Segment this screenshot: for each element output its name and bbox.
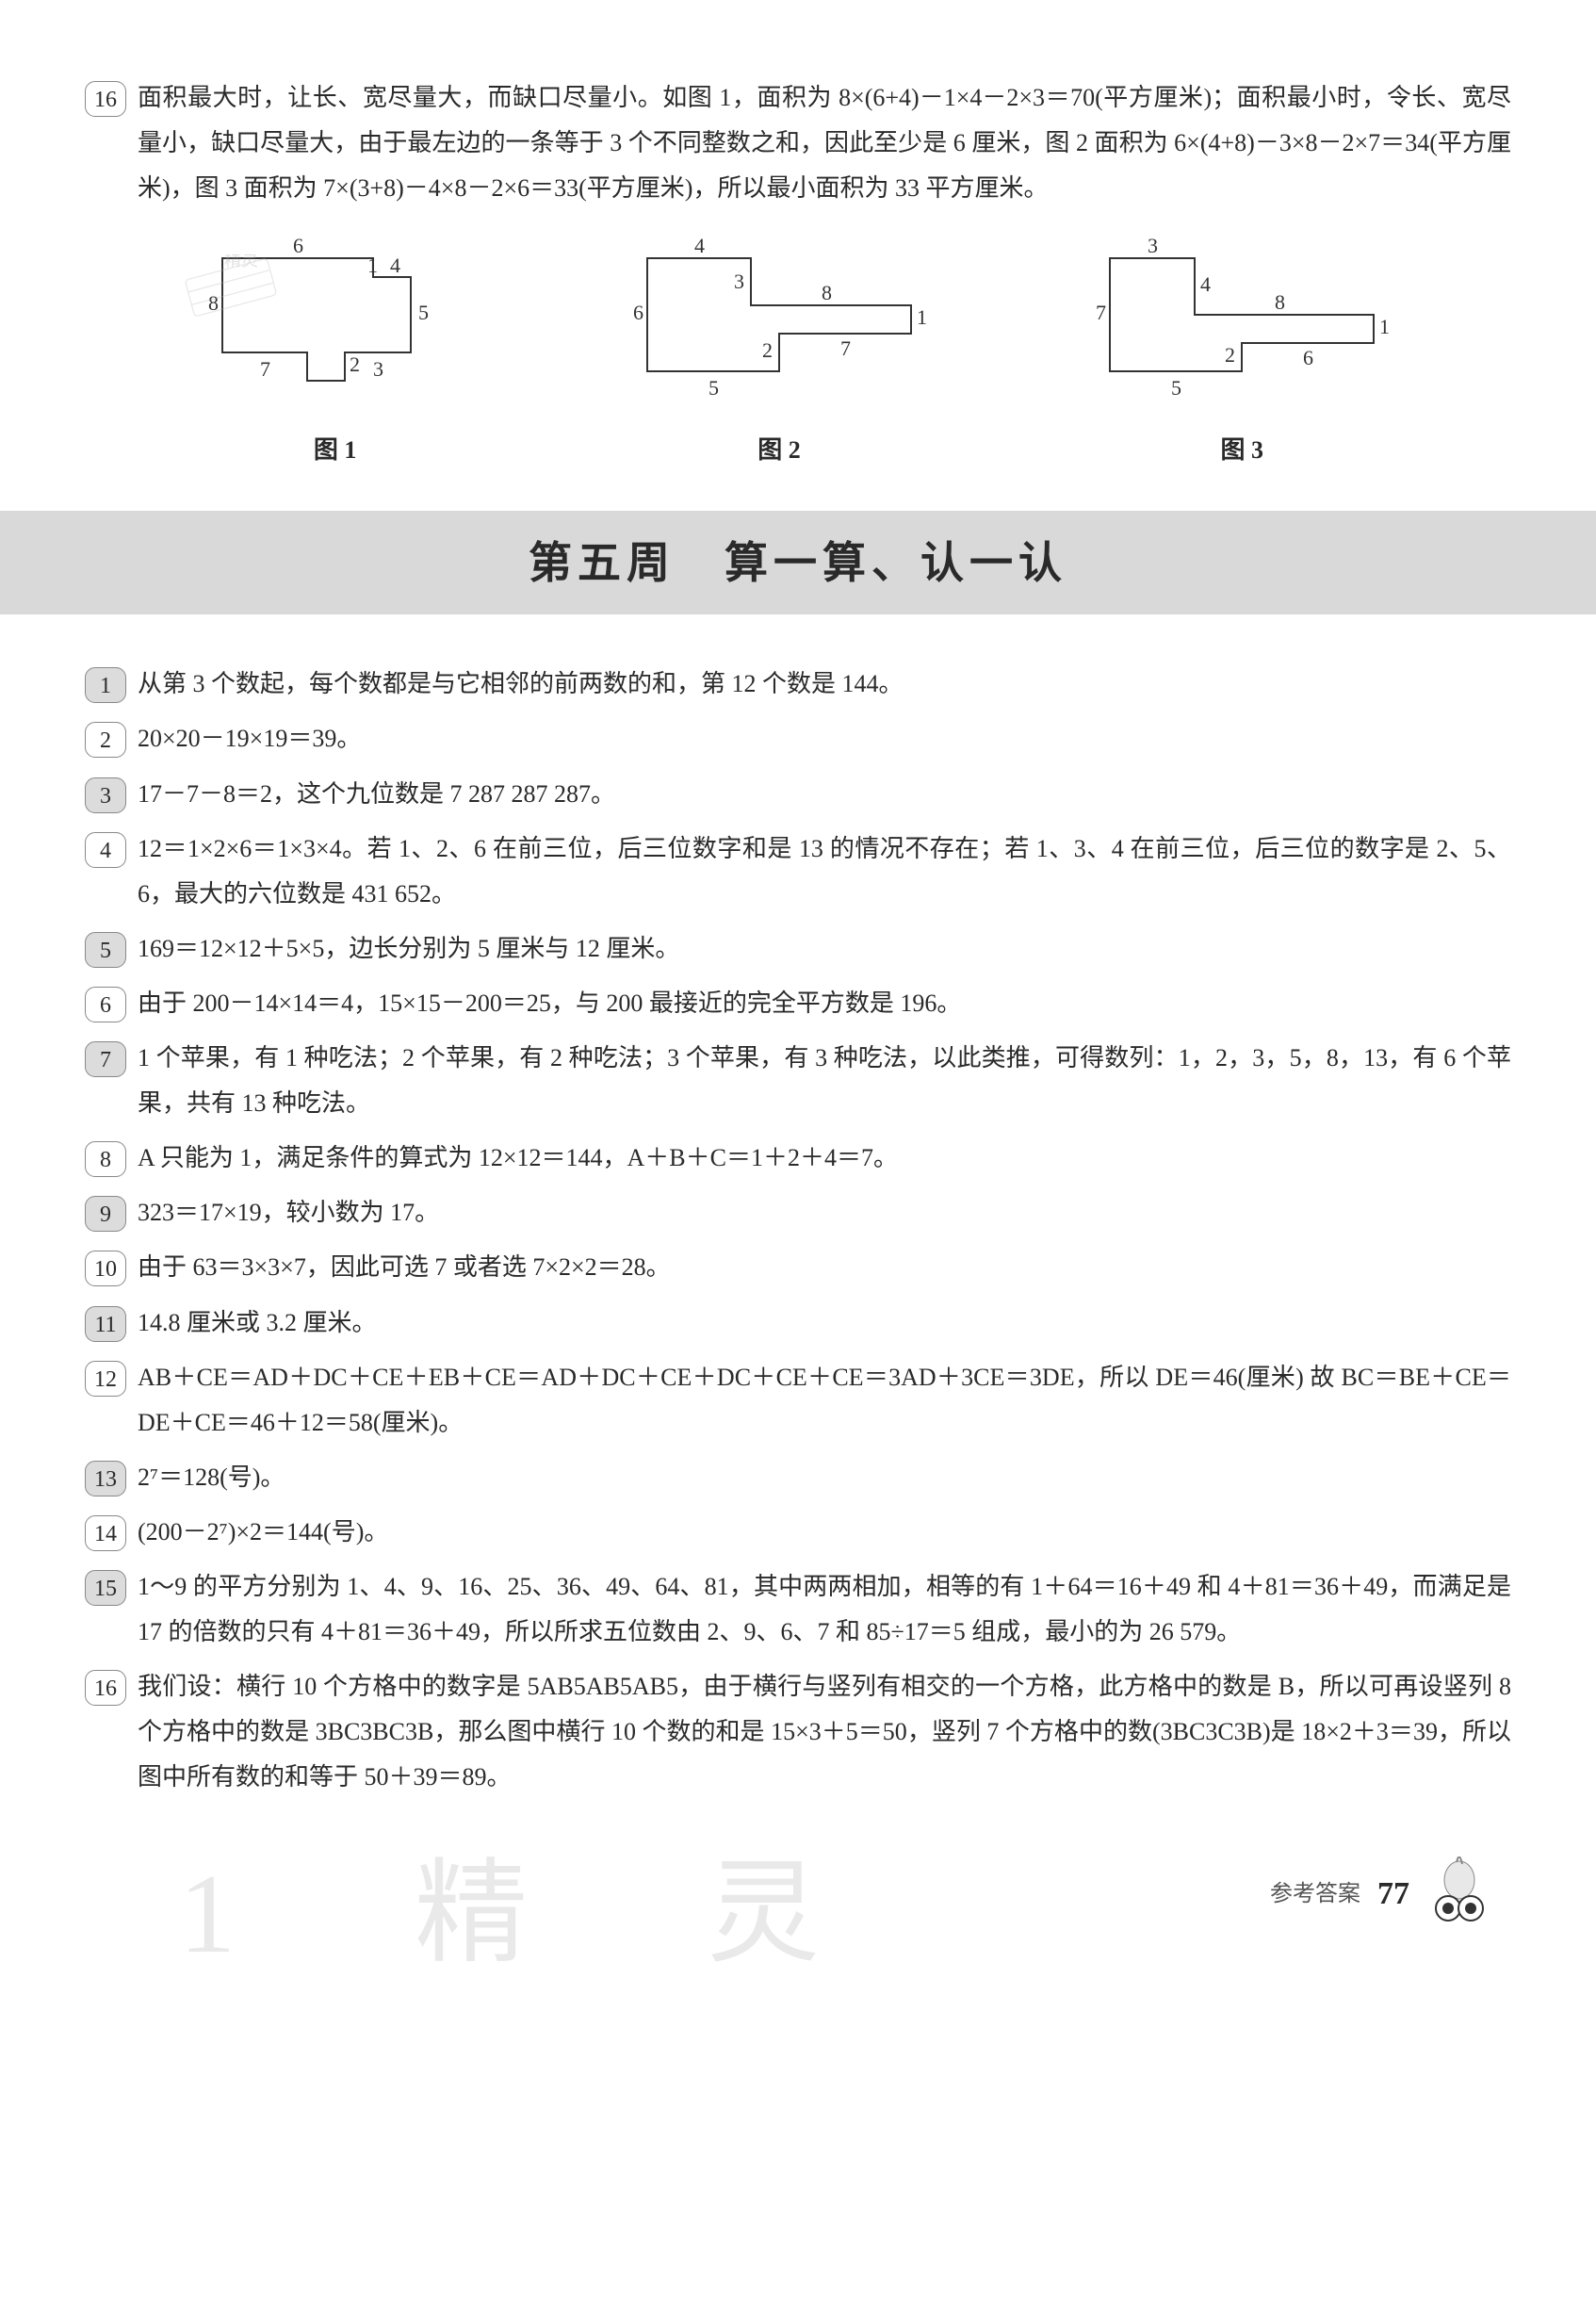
problem-text: 12＝1×2×6＝1×3×4。若 1、2、6 在前三位，后三位数字和是 13 的… [138, 826, 1511, 917]
problem-item: 4 12＝1×2×6＝1×3×4。若 1、2、6 在前三位，后三位数字和是 13 … [85, 826, 1511, 917]
figure-2-caption: 图 2 [610, 428, 949, 473]
footer-page-number: 77 [1377, 1865, 1409, 1924]
problem-number: 12 [85, 1361, 126, 1397]
svg-text:5: 5 [1171, 376, 1181, 400]
problem-text: A 只能为 1，满足条件的算式为 12×12＝144，A＋B＋C＝1＋2＋4＝7… [138, 1136, 1511, 1181]
section-title: 第五周 算一算、认一认 [529, 523, 1067, 603]
svg-text:1: 1 [917, 305, 927, 329]
svg-text:8: 8 [822, 281, 832, 304]
problem-item: 11 14.8 厘米或 3.2 厘米。 [85, 1300, 1511, 1346]
problem-number: 15 [85, 1570, 126, 1606]
problem-number: 6 [85, 987, 126, 1022]
footer-label: 参考答案 [1270, 1873, 1360, 1915]
problem-item: 10 由于 63＝3×3×7，因此可选 7 或者选 7×2×2＝28。 [85, 1245, 1511, 1290]
problem-number: 8 [85, 1141, 126, 1177]
problem-item: 15 1～9 的平方分别为 1、4、9、16、25、36、49、64、81，其中两… [85, 1564, 1511, 1655]
problem-16-top: 16 面积最大时，让长、宽尽量大，而缺口尽量小。如图 1，面积为 8×(6+4)… [85, 75, 1511, 211]
problem-text: 17－7－8＝2，这个九位数是 7 287 287 287。 [138, 772, 1511, 817]
problem-number: 13 [85, 1461, 126, 1496]
problem-number: 14 [85, 1515, 126, 1551]
problem-text: (200－2⁷)×2＝144(号)。 [138, 1510, 1511, 1555]
svg-text:5: 5 [418, 301, 429, 324]
problem-item: 16 我们设：横行 10 个方格中的数字是 5AB5AB5AB5，由于横行与竖列有… [85, 1664, 1511, 1800]
problem-number: 16 [85, 1670, 126, 1706]
problem-item: 13 2⁷＝128(号)。 [85, 1455, 1511, 1500]
svg-text:6: 6 [633, 301, 643, 324]
problem-text: 323＝17×19，较小数为 17。 [138, 1190, 1511, 1235]
problem-item: 8 A 只能为 1，满足条件的算式为 12×12＝144，A＋B＋C＝1＋2＋4＝… [85, 1136, 1511, 1181]
svg-text:5: 5 [708, 376, 719, 400]
problem-number: 10 [85, 1251, 126, 1286]
problem-number: 5 [85, 932, 126, 968]
problem-text: 由于 200－14×14＝4，15×15－200＝25，与 200 最接近的完全… [138, 981, 1511, 1026]
svg-text:1: 1 [1379, 315, 1390, 338]
problem-number: 3 [85, 777, 126, 813]
svg-text:3: 3 [1148, 234, 1158, 257]
problem-number: 16 [85, 81, 126, 117]
problem-item: 1 从第 3 个数起，每个数都是与它相邻的前两数的和，第 12 个数是 144。 [85, 662, 1511, 707]
problem-item: 14 (200－2⁷)×2＝144(号)。 [85, 1510, 1511, 1555]
svg-text:7: 7 [260, 357, 270, 381]
problem-item: 7 1 个苹果，有 1 种吃法；2 个苹果，有 2 种吃法；3 个苹果，有 3 种… [85, 1036, 1511, 1126]
svg-text:7: 7 [1096, 301, 1106, 324]
problem-number: 2 [85, 722, 126, 758]
svg-text:4: 4 [390, 253, 400, 277]
problem-text: 169＝12×12＋5×5，边长分别为 5 厘米与 12 厘米。 [138, 926, 1511, 972]
svg-text:8: 8 [1275, 290, 1285, 314]
svg-text:3: 3 [734, 270, 744, 293]
svg-text:精灵: 精灵 [224, 254, 258, 270]
problem-item: 5 169＝12×12＋5×5，边长分别为 5 厘米与 12 厘米。 [85, 926, 1511, 972]
section-banner: 第五周 算一算、认一认 [0, 511, 1596, 614]
figure-2: 4 3 8 1 7 2 5 6 图 2 [610, 230, 949, 473]
problem-text: 由于 63＝3×3×7，因此可选 7 或者选 7×2×2＝28。 [138, 1245, 1511, 1290]
problem-number: 4 [85, 832, 126, 868]
mascot-icon [1426, 1856, 1492, 1932]
problem-text: 20×20－19×19＝39。 [138, 716, 1511, 761]
problem-text: AB＋CE＝AD＋DC＋CE＋EB＋CE＝AD＋DC＋CE＋DC＋CE＋CE＝3… [138, 1355, 1511, 1446]
figure-1-caption: 图 1 [185, 428, 486, 473]
problem-item: 3 17－7－8＝2，这个九位数是 7 287 287 287。 [85, 772, 1511, 817]
svg-text:4: 4 [1200, 272, 1211, 296]
figures-row: 6 4 1 5 2 3 7 8 图 1 4 3 [85, 230, 1511, 473]
svg-text:7: 7 [840, 336, 851, 360]
figure-3-caption: 图 3 [1072, 428, 1411, 473]
svg-text:2: 2 [1225, 343, 1235, 367]
watermark-stamp: 精灵 [179, 254, 283, 335]
svg-text:1: 1 [367, 253, 378, 277]
problem-text: 1～9 的平方分别为 1、4、9、16、25、36、49、64、81，其中两两相… [138, 1564, 1511, 1655]
problem-item: 9 323＝17×19，较小数为 17。 [85, 1190, 1511, 1235]
problem-text: 从第 3 个数起，每个数都是与它相邻的前两数的和，第 12 个数是 144。 [138, 662, 1511, 707]
problem-text: 面积最大时，让长、宽尽量大，而缺口尽量小。如图 1，面积为 8×(6+4)－1×… [138, 75, 1511, 211]
problem-item: 2 20×20－19×19＝39。 [85, 716, 1511, 761]
problem-text: 2⁷＝128(号)。 [138, 1455, 1511, 1500]
problem-number: 9 [85, 1196, 126, 1232]
svg-text:3: 3 [373, 357, 383, 381]
figure-3: 3 4 8 1 6 2 5 7 图 3 [1072, 230, 1411, 473]
problem-text: 我们设：横行 10 个方格中的数字是 5AB5AB5AB5，由于横行与竖列有相交… [138, 1664, 1511, 1800]
svg-text:2: 2 [762, 338, 773, 362]
problem-text: 1 个苹果，有 1 种吃法；2 个苹果，有 2 种吃法；3 个苹果，有 3 种吃… [138, 1036, 1511, 1126]
problems-list: 1 从第 3 个数起，每个数都是与它相邻的前两数的和，第 12 个数是 144。 2… [85, 662, 1511, 1800]
svg-text:4: 4 [694, 234, 705, 257]
problem-text: 14.8 厘米或 3.2 厘米。 [138, 1300, 1511, 1346]
svg-text:6: 6 [293, 234, 303, 257]
problem-item: 12 AB＋CE＝AD＋DC＋CE＋EB＋CE＝AD＋DC＋CE＋DC＋CE＋CE… [85, 1355, 1511, 1446]
problem-number: 7 [85, 1041, 126, 1077]
problem-number: 11 [85, 1306, 126, 1342]
problem-item: 6 由于 200－14×14＝4，15×15－200＝25，与 200 最接近的完… [85, 981, 1511, 1026]
page-footer: 参考答案 77 [85, 1856, 1511, 1932]
problem-number: 1 [85, 667, 126, 703]
svg-text:2: 2 [350, 352, 360, 376]
svg-text:6: 6 [1303, 346, 1313, 369]
